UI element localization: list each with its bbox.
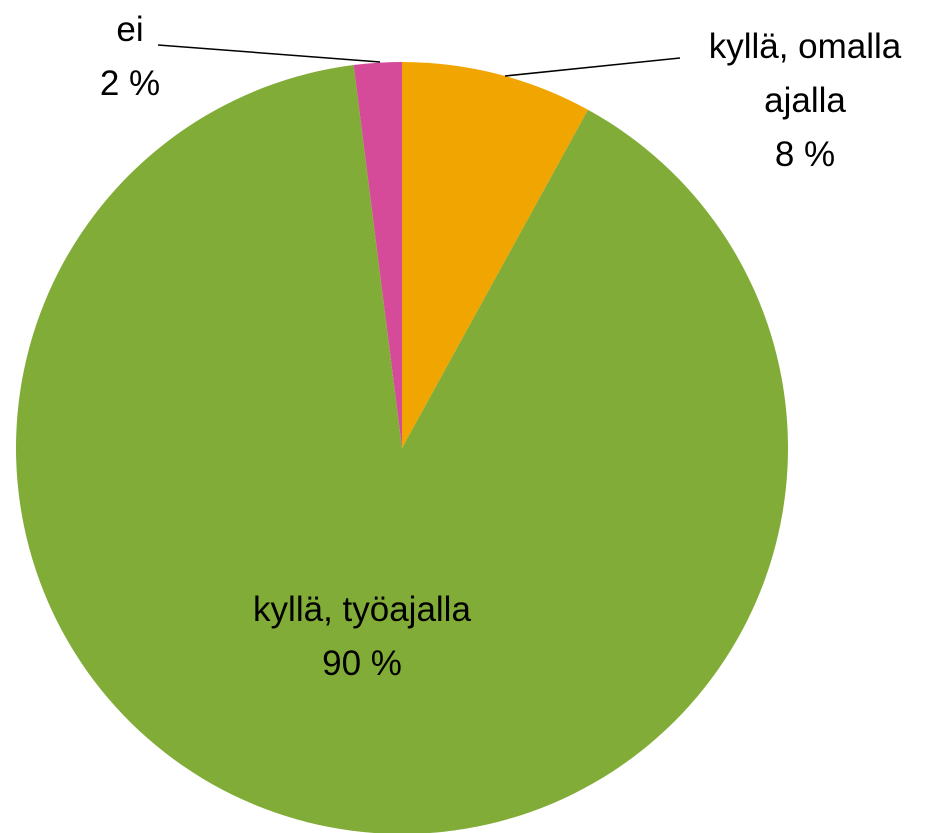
data-label: kyllä, työajalla 90 % bbox=[162, 583, 562, 691]
value-label: 90 % bbox=[322, 644, 402, 683]
leader-line bbox=[504, 57, 681, 77]
pie-slice bbox=[16, 65, 788, 833]
value-label: 8 % bbox=[774, 135, 836, 174]
category-label: ei bbox=[116, 10, 144, 49]
leader-line bbox=[157, 44, 381, 63]
pie-slice bbox=[353, 62, 402, 448]
data-label: ei 2 % bbox=[50, 3, 210, 111]
pie-slice bbox=[402, 62, 588, 448]
category-label: kyllä, omalla ajalla bbox=[708, 27, 902, 120]
data-label: kyllä, omalla ajalla 8 % bbox=[670, 20, 940, 182]
value-label: 2 % bbox=[99, 64, 161, 103]
category-label: kyllä, työajalla bbox=[253, 590, 471, 629]
